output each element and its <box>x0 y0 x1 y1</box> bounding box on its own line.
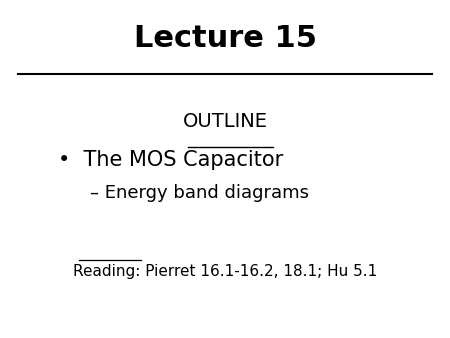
Text: Lecture 15: Lecture 15 <box>134 24 316 53</box>
Text: Reading: Pierret 16.1-16.2, 18.1; Hu 5.1: Reading: Pierret 16.1-16.2, 18.1; Hu 5.1 <box>73 264 377 279</box>
Text: •  The MOS Capacitor: • The MOS Capacitor <box>58 150 284 170</box>
Text: – Energy band diagrams: – Energy band diagrams <box>90 184 309 202</box>
Text: OUTLINE: OUTLINE <box>183 112 267 130</box>
